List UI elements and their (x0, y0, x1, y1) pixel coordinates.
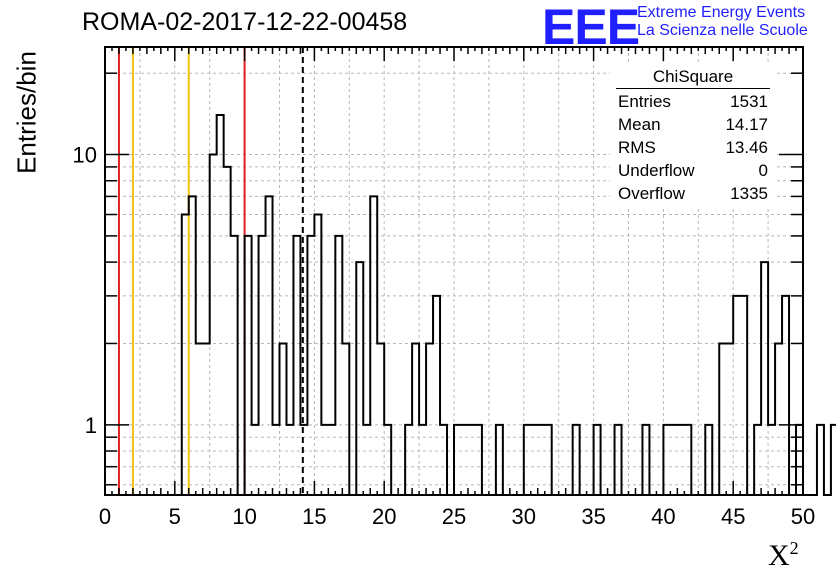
x-tick-label: 10 (232, 504, 256, 529)
stats-row-entries: Entries 1531 (618, 92, 768, 112)
histogram-bin (182, 215, 189, 495)
histogram-bin (307, 236, 314, 495)
y-tick-label: 10 (73, 143, 97, 168)
histogram-bin (266, 196, 273, 495)
x-tick-label: 45 (721, 504, 745, 529)
histogram-bin (314, 215, 321, 495)
stats-row-underflow: Underflow 0 (618, 161, 768, 181)
stats-label: Underflow (618, 161, 695, 180)
histogram-bin (280, 343, 287, 495)
logo-line-1: Extreme Energy Events (637, 4, 806, 21)
histogram-bin (189, 196, 196, 495)
histogram-bin (426, 343, 433, 495)
histogram-bin (719, 343, 726, 495)
histogram-bin (196, 343, 203, 495)
stats-row-overflow: Overflow 1335 (618, 184, 768, 204)
x-tick-label: 50 (791, 504, 815, 529)
marker-lines (117, 47, 304, 495)
stats-value: 1531 (730, 92, 768, 111)
histogram-bin (245, 236, 252, 495)
histogram-bin (293, 236, 300, 495)
x-axis-label-text: X (768, 539, 790, 572)
x-axis-label: X2 (768, 538, 799, 573)
histogram-bin (782, 296, 789, 495)
x-tick-label: 0 (99, 504, 111, 529)
stats-value: 13.46 (725, 138, 768, 157)
stats-value: 14.17 (725, 115, 768, 134)
histogram-bin (217, 115, 224, 495)
histogram-outline (105, 114, 836, 496)
grid (104, 47, 804, 495)
histogram-bin (817, 425, 824, 495)
histogram-bin (412, 343, 419, 495)
axis-ticks: 0 5 10 15 20 25 30 35 40 45 50 1 10 (73, 47, 815, 529)
histogram-bin (377, 343, 384, 495)
histogram-bin (203, 343, 210, 495)
stats-value: 1335 (730, 184, 768, 203)
histogram-bin (335, 236, 342, 495)
chart-title: ROMA-02-2017-12-22-00458 (82, 8, 408, 36)
x-tick-label: 30 (512, 504, 536, 529)
histogram-bin (775, 343, 782, 495)
y-tick-label: 1 (85, 413, 97, 438)
x-tick-label: 35 (581, 504, 605, 529)
plot-frame (104, 46, 804, 496)
stats-label: Entries (618, 92, 671, 111)
stats-divider (616, 88, 770, 89)
x-axis-label-superscript: 2 (789, 538, 799, 558)
histogram-bin (740, 296, 747, 495)
stats-title: ChiSquare (652, 67, 734, 86)
x-tick-label: 40 (651, 504, 675, 529)
histogram-bin (259, 236, 266, 495)
stats-label: Overflow (618, 184, 686, 203)
stats-label: RMS (618, 138, 656, 157)
histogram-bin (231, 236, 238, 495)
histogram-bin (370, 196, 377, 495)
histogram-bin (726, 343, 733, 495)
stats-row-rms: RMS 13.46 (618, 138, 768, 158)
eee-logo: EEE (542, 0, 640, 55)
histogram-bin (210, 155, 217, 495)
x-tick-label: 25 (442, 504, 466, 529)
x-tick-label: 15 (302, 504, 326, 529)
histogram-bin (733, 296, 740, 495)
stats-row-mean: Mean 14.17 (618, 115, 768, 135)
stats-box: ChiSquare Entries 1531 Mean 14.17 RMS 13… (610, 65, 776, 207)
histogram-bin (356, 262, 363, 495)
histogram-bin (761, 262, 768, 495)
x-tick-label: 5 (169, 504, 181, 529)
histogram-bin (224, 167, 231, 495)
histogram-bin (433, 296, 440, 495)
logo-line-2: La Scienza nelle Scuole (637, 22, 808, 39)
stats-value: 0 (758, 161, 768, 180)
x-tick-label: 20 (372, 504, 396, 529)
stats-label: Mean (618, 115, 661, 134)
histogram-bin (342, 343, 349, 495)
